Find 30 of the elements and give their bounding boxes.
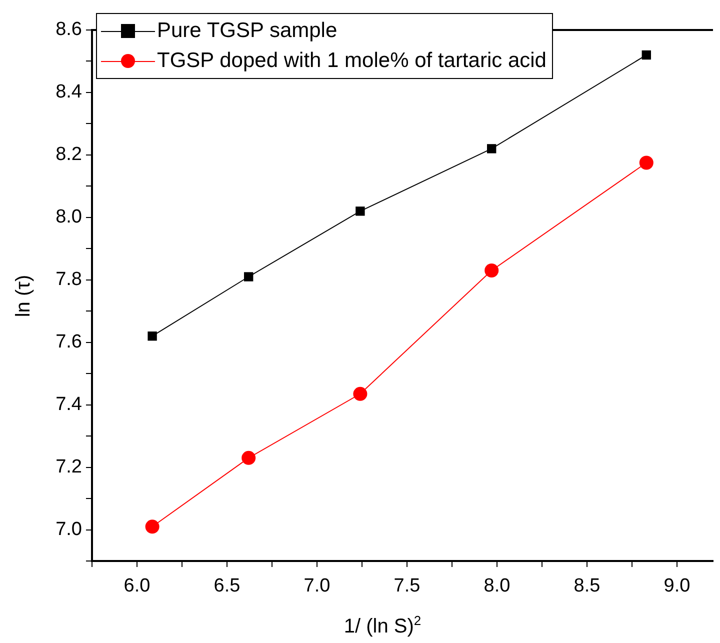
x-axis-title: 1/ (ln S)$^{2}$ (344, 613, 422, 639)
x-tick-label: 7.0 (304, 576, 330, 597)
x-tick-label: 9.0 (664, 576, 690, 597)
point (484, 264, 499, 278)
x-tick-label: 7.5 (394, 576, 420, 597)
point (145, 520, 160, 534)
y-tick-label: 7.4 (56, 394, 82, 416)
y-tick-label: 7.6 (56, 332, 82, 353)
x-tick-label: 8.0 (484, 576, 510, 597)
point (642, 50, 651, 60)
x-tick-label: 6.0 (124, 576, 150, 597)
y-tick-label: 7.8 (56, 269, 82, 290)
point (242, 450, 256, 465)
point (148, 332, 157, 341)
point (487, 144, 496, 154)
x-tick-label: 8.5 (574, 576, 600, 597)
y-tick-label: 8.6 (56, 19, 82, 40)
x-tick-label: 6.5 (214, 576, 240, 597)
point (639, 156, 654, 170)
point (244, 272, 254, 282)
y-tick-label: 8.4 (56, 82, 82, 103)
point (353, 386, 368, 401)
legend-label: Pure TGSP sample (157, 18, 338, 44)
y-tick-label: 7.0 (56, 519, 82, 540)
y-tick-label: 7.2 (56, 456, 82, 478)
y-tick-label: 8.2 (56, 144, 82, 166)
point (356, 206, 365, 216)
y-axis-title: ln (τ) (12, 274, 36, 317)
y-tick-label: 8.0 (56, 206, 82, 228)
legend-label: TGSP doped with 1 mole% of tartaric acid (157, 48, 546, 74)
